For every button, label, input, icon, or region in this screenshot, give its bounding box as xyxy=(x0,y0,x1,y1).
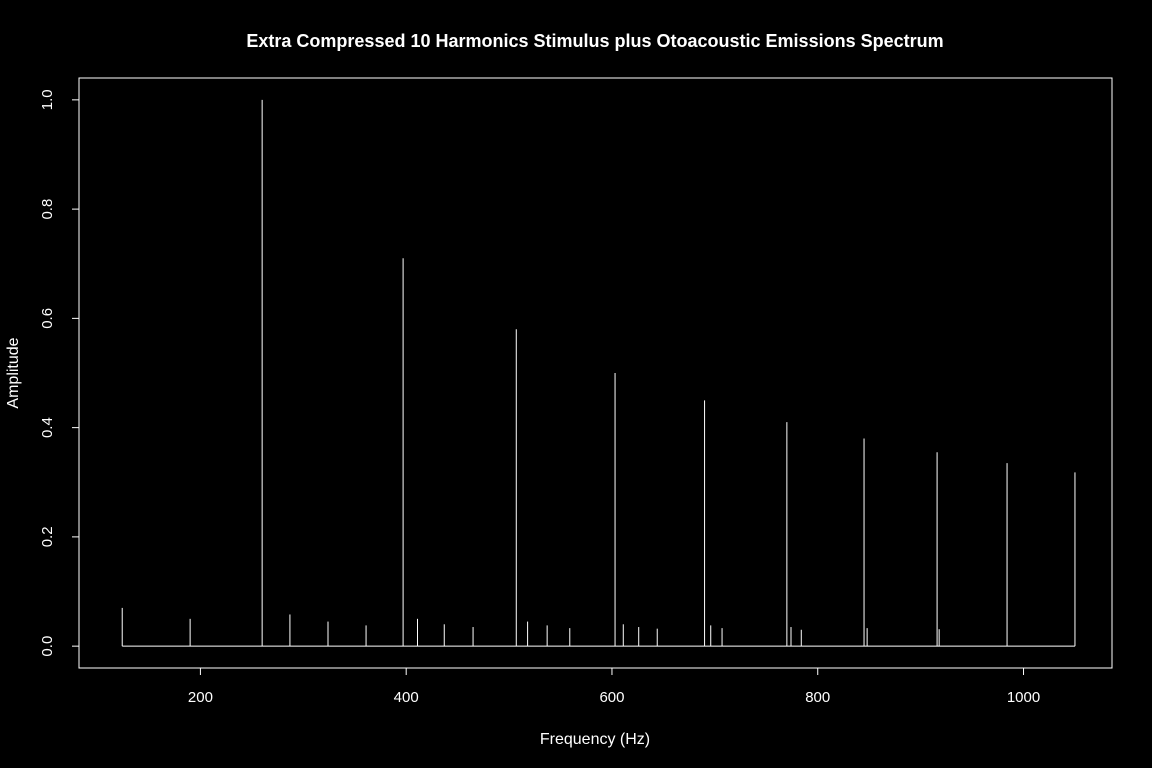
y-tick-label: 0.4 xyxy=(39,417,56,438)
y-tick-label: 0.8 xyxy=(39,199,56,220)
chart-title: Extra Compressed 10 Harmonics Stimulus p… xyxy=(246,31,943,51)
x-tick-label: 1000 xyxy=(1007,689,1040,706)
y-axis: 0.0 0.2 0.4 0.6 0.8 1.0 xyxy=(39,89,79,657)
y-tick-label: 0.2 xyxy=(39,526,56,547)
y-axis-label: Amplitude xyxy=(5,337,22,408)
x-tick-label: 400 xyxy=(394,689,419,706)
plot-frame xyxy=(78,77,1113,669)
y-tick-label: 1.0 xyxy=(39,89,56,110)
x-tick-label: 200 xyxy=(188,689,213,706)
y-tick-label: 0.0 xyxy=(39,636,56,657)
spectrum-lines xyxy=(121,99,1076,647)
y-tick-label: 0.6 xyxy=(39,308,56,329)
x-tick-label: 800 xyxy=(805,689,830,706)
x-axis: 200 400 600 800 1000 xyxy=(188,668,1040,706)
x-axis-label: Frequency (Hz) xyxy=(540,731,650,748)
x-tick-label: 600 xyxy=(599,689,624,706)
